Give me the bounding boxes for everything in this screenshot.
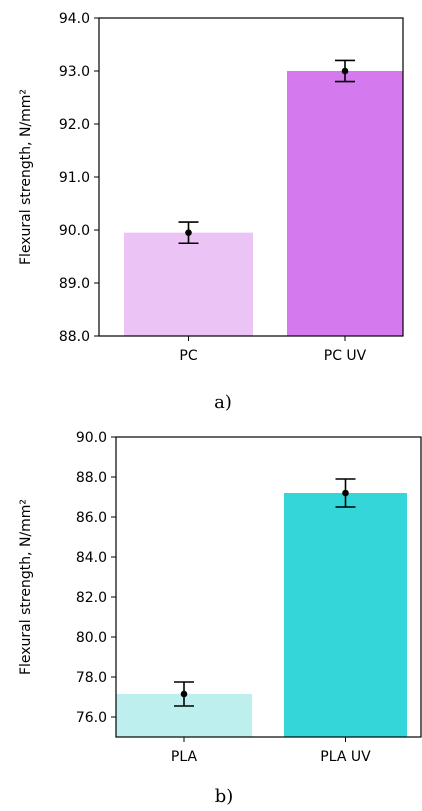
chart-a: 88.0 89.0 90.0 91.0 92.0 93.0 94.0 PC PC UV Fle… — [18, 11, 404, 413]
error-bar-pc-point — [185, 229, 192, 236]
error-bar-pla-uv-point — [342, 489, 349, 497]
error-bar-pla — [174, 681, 194, 707]
x-tick-label: PC UV — [324, 348, 367, 364]
y-tick-label: 88.0 — [59, 329, 90, 345]
y-axis-title-a: Flexural strength, N/mm² — [18, 89, 34, 265]
y-tick-label: 88.0 — [76, 470, 107, 486]
y-axis-title-b: Flexural strength, N/mm² — [18, 499, 34, 675]
bar-pc — [124, 232, 253, 336]
y-tick-label: 90.0 — [59, 223, 90, 239]
y-tick-label: 86.0 — [76, 510, 107, 526]
x-ticks-a: PC PC UV — [179, 336, 367, 364]
bars-a — [124, 71, 403, 336]
caption-b: b) — [215, 786, 234, 807]
error-bar-pc-uv — [335, 59, 355, 83]
error-bar-pc — [178, 221, 199, 245]
y-tick-label: 82.0 — [76, 590, 107, 606]
error-bar-pc-uv-point — [341, 67, 349, 75]
y-tick-label: 91.0 — [59, 170, 90, 186]
y-ticks-b: 76.0 78.0 80.0 82.0 84.0 86.0 88.0 90.0 — [76, 430, 116, 726]
error-bars-a — [178, 59, 355, 245]
y-tick-label: 89.0 — [59, 276, 90, 292]
x-tick-label: PLA UV — [320, 749, 371, 765]
y-tick-label: 84.0 — [76, 550, 107, 566]
y-tick-label: 76.0 — [76, 710, 107, 726]
y-tick-label: 92.0 — [59, 117, 90, 133]
x-tick-label: PC — [179, 348, 197, 364]
x-tick-label: PLA — [171, 749, 198, 765]
bar-pla-uv — [284, 493, 407, 737]
plot-frame-b — [115, 436, 422, 738]
x-ticks-b: PLA PLA UV — [171, 737, 371, 765]
bar-pc-uv — [287, 71, 403, 336]
y-tick-label: 90.0 — [76, 430, 107, 446]
error-bar-pla-point — [180, 690, 188, 698]
error-bar-pla-uv — [335, 478, 356, 508]
y-ticks-a: 88.0 89.0 90.0 91.0 92.0 93.0 94.0 — [59, 11, 99, 345]
bars-b — [116, 493, 407, 737]
y-tick-label: 78.0 — [76, 670, 107, 686]
chart-b: 76.0 78.0 80.0 82.0 84.0 86.0 88.0 90.0 PLA PLA … — [18, 430, 422, 807]
y-tick-label: 93.0 — [59, 64, 90, 80]
y-tick-label: 80.0 — [76, 630, 107, 646]
caption-a: a) — [214, 392, 232, 413]
y-tick-label: 94.0 — [59, 11, 90, 27]
error-bars-b — [174, 478, 356, 707]
